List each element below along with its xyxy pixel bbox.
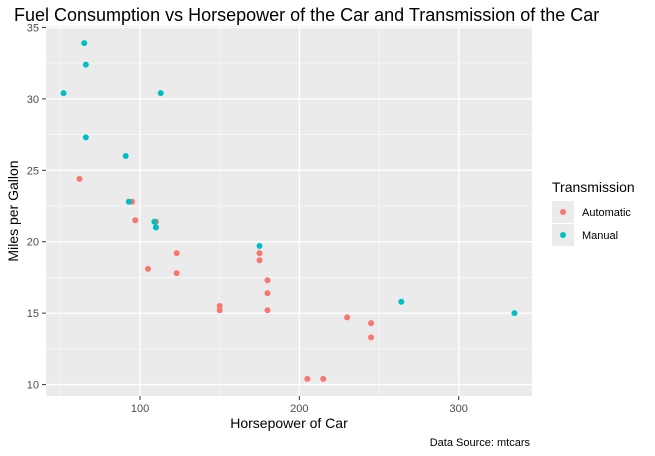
y-tick-label: 10 xyxy=(27,380,39,392)
point-automatic xyxy=(256,250,263,257)
point-manual xyxy=(151,218,158,225)
y-axis-label: Miles per Gallon xyxy=(5,160,21,261)
minor-gridlines xyxy=(46,26,532,396)
y-tick-label: 25 xyxy=(27,165,39,177)
point-automatic xyxy=(216,307,223,314)
legend-title: Transmission xyxy=(552,179,635,195)
point-automatic xyxy=(144,265,151,272)
point-manual xyxy=(125,198,132,205)
y-tick-label: 35 xyxy=(27,22,39,34)
point-automatic xyxy=(264,290,271,297)
x-axis-label: Horsepower of Car xyxy=(230,415,348,431)
legend-swatch-automatic xyxy=(560,209,566,215)
point-manual xyxy=(81,40,88,47)
point-automatic xyxy=(264,277,271,284)
legend-label-automatic: Automatic xyxy=(582,207,631,219)
chart-title: Fuel Consumption vs Horsepower of the Ca… xyxy=(14,5,599,25)
x-axis-ticks: 100 200 300 xyxy=(131,396,468,415)
point-automatic xyxy=(76,175,83,182)
point-manual xyxy=(82,134,89,141)
x-tick-label: 300 xyxy=(450,403,468,415)
y-tick-label: 15 xyxy=(27,308,39,320)
legend-swatch-manual xyxy=(560,232,566,238)
point-manual xyxy=(157,90,164,97)
y-tick-label: 20 xyxy=(27,237,39,249)
legend-label-manual: Manual xyxy=(582,230,618,242)
data-points xyxy=(60,40,518,382)
legend-items: Automatic Manual xyxy=(552,201,631,246)
y-tick-label: 30 xyxy=(27,94,39,106)
point-automatic xyxy=(368,320,375,327)
major-gridlines xyxy=(46,26,532,396)
point-manual xyxy=(398,298,405,305)
plot-background xyxy=(46,26,532,396)
point-automatic xyxy=(304,375,311,382)
legend: Transmission Automatic Manual xyxy=(552,179,635,246)
point-automatic xyxy=(173,250,180,257)
point-manual xyxy=(122,153,129,159)
caption: Data Source: mtcars xyxy=(430,437,531,449)
point-automatic xyxy=(320,375,327,382)
point-automatic xyxy=(132,217,139,224)
point-automatic xyxy=(256,257,263,264)
x-tick-label: 200 xyxy=(290,403,308,415)
point-automatic xyxy=(264,307,271,314)
point-automatic xyxy=(368,334,375,341)
point-automatic xyxy=(216,303,223,309)
point-automatic xyxy=(344,314,351,321)
point-manual xyxy=(60,90,67,97)
y-axis-ticks: 10 15 20 25 30 35 xyxy=(27,22,46,392)
x-tick-label: 100 xyxy=(131,403,149,415)
point-manual xyxy=(511,310,518,317)
point-manual xyxy=(82,61,89,68)
point-automatic xyxy=(173,270,180,277)
point-manual xyxy=(256,243,263,249)
point-manual xyxy=(152,224,159,231)
